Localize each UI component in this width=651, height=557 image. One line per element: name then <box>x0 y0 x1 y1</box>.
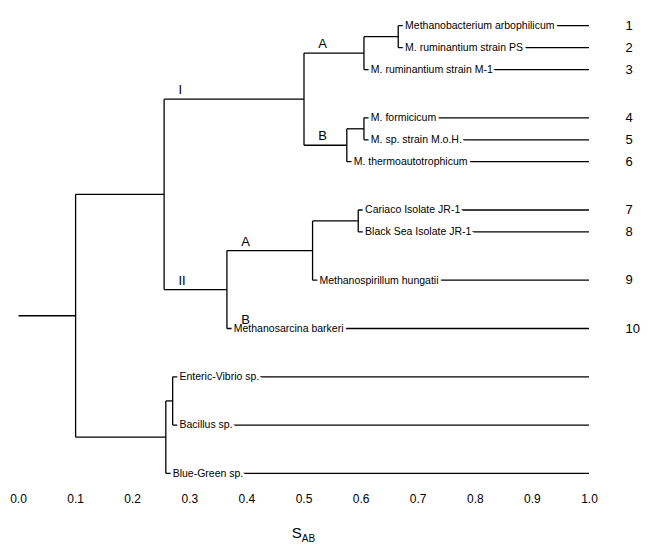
svg-text:B: B <box>241 312 250 327</box>
svg-text:Cariaco Isolate JR-1: Cariaco Isolate JR-1 <box>365 203 460 215</box>
svg-text:M. thermoautotrophicum: M. thermoautotrophicum <box>354 155 468 167</box>
svg-text:8: 8 <box>626 224 633 239</box>
svg-text:0.2: 0.2 <box>124 492 141 506</box>
svg-text:0.7: 0.7 <box>410 492 427 506</box>
svg-text:Black Sea Isolate JR-1: Black Sea Isolate JR-1 <box>365 225 471 237</box>
svg-text:9: 9 <box>626 272 633 287</box>
svg-text:M. formicicum: M. formicicum <box>371 111 437 123</box>
svg-text:0.5: 0.5 <box>296 492 313 506</box>
svg-text:Enteric-Vibrio sp.: Enteric-Vibrio sp. <box>180 370 260 382</box>
svg-text:5: 5 <box>626 132 633 147</box>
svg-text:6: 6 <box>626 154 633 169</box>
svg-text:4: 4 <box>626 110 633 125</box>
svg-text:A: A <box>241 234 250 249</box>
svg-text:Methanobacterium arbophilicum: Methanobacterium arbophilicum <box>405 19 555 31</box>
svg-text:1: 1 <box>626 18 633 33</box>
svg-text:0.1: 0.1 <box>67 492 84 506</box>
svg-text:II: II <box>178 273 185 288</box>
svg-text:0.6: 0.6 <box>353 492 370 506</box>
svg-text:2: 2 <box>626 40 633 55</box>
svg-text:10: 10 <box>626 321 640 336</box>
svg-text:7: 7 <box>626 202 633 217</box>
svg-text:Methanospirillum hungatii: Methanospirillum hungatii <box>319 274 438 286</box>
svg-text:0.9: 0.9 <box>524 492 541 506</box>
svg-text:M. ruminantium strain PS: M. ruminantium strain PS <box>405 41 523 53</box>
svg-text:Bacillus sp.: Bacillus sp. <box>180 418 233 430</box>
svg-text:0.8: 0.8 <box>467 492 484 506</box>
svg-text:A: A <box>318 36 327 51</box>
svg-text:0.4: 0.4 <box>239 492 256 506</box>
svg-text:I: I <box>178 82 182 97</box>
svg-text:Methanosarcina barkeri: Methanosarcina barkeri <box>234 322 344 334</box>
svg-text:Blue-Green sp.: Blue-Green sp. <box>173 467 244 479</box>
svg-text:B: B <box>318 128 327 143</box>
svg-text:M. ruminantium strain M-1: M. ruminantium strain M-1 <box>371 63 493 75</box>
svg-text:M. sp. strain M.o.H.: M. sp. strain M.o.H. <box>371 133 462 145</box>
html-text:SAB: SAB <box>291 524 316 544</box>
svg-text:0.3: 0.3 <box>181 492 198 506</box>
svg-text:0.0: 0.0 <box>10 492 27 506</box>
svg-text:1.0: 1.0 <box>581 492 598 506</box>
svg-text:3: 3 <box>626 62 633 77</box>
